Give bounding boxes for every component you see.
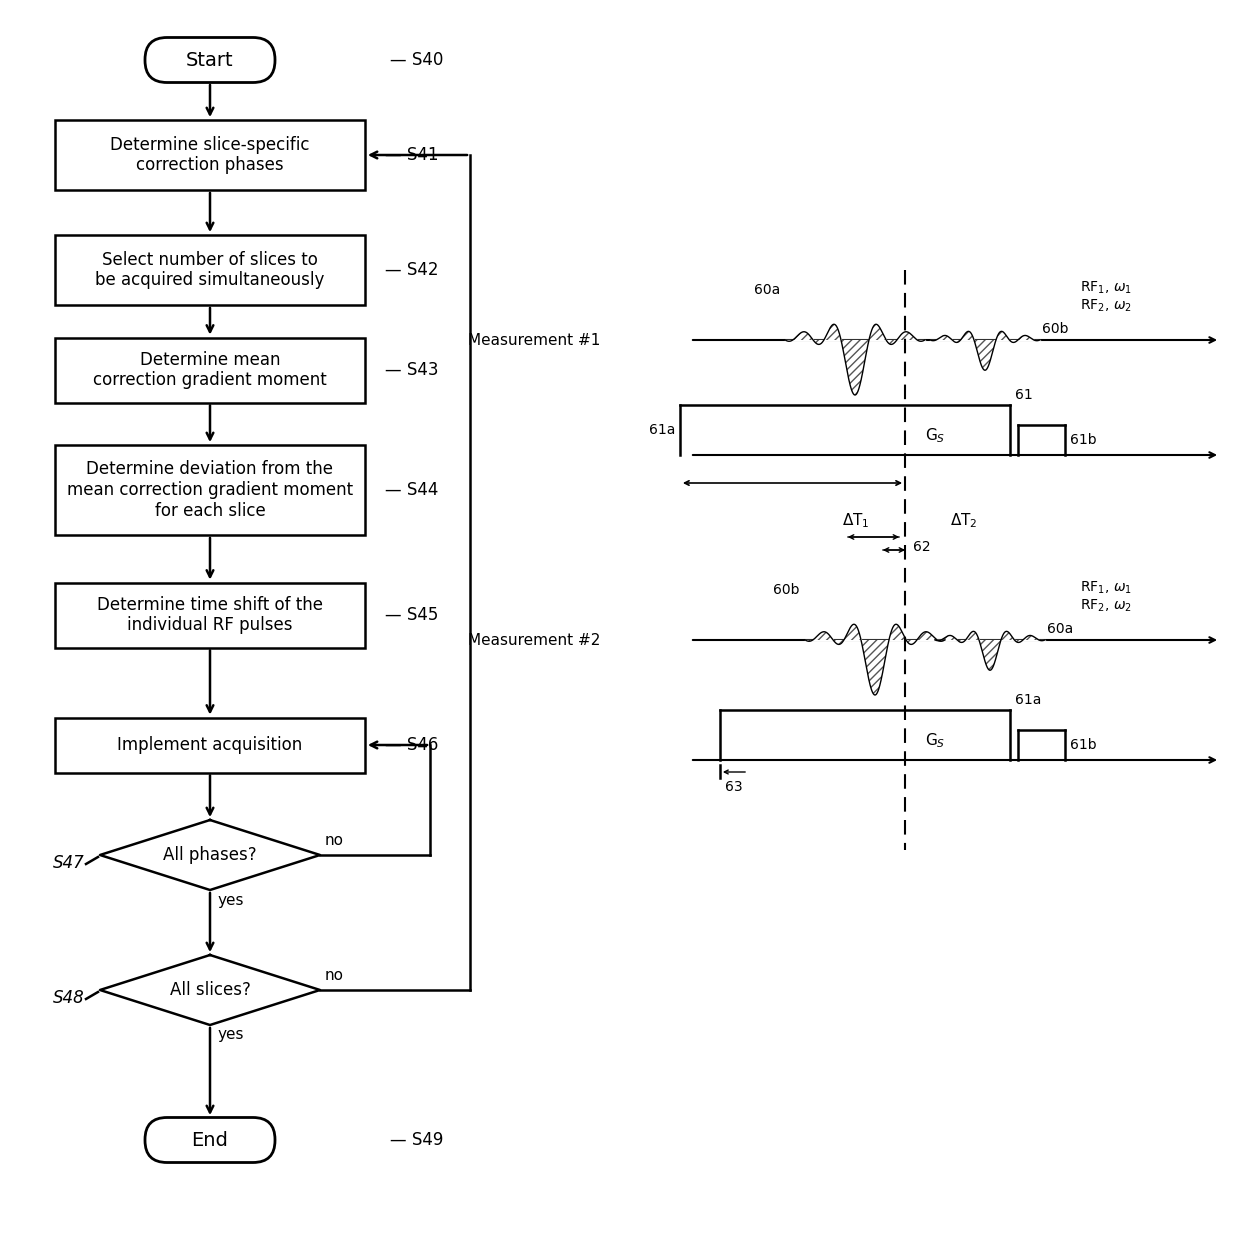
Text: yes: yes (218, 1028, 244, 1043)
Text: — S44: — S44 (384, 481, 439, 498)
Text: Determine time shift of the
individual RF pulses: Determine time shift of the individual R… (97, 595, 322, 634)
Text: 61b: 61b (1070, 738, 1096, 752)
Bar (55, 121, 365, 190)
Text: 61: 61 (1016, 388, 1033, 401)
Text: no: no (325, 967, 343, 982)
Text: yes: yes (218, 892, 244, 907)
Text: Determine deviation from the
mean correction gradient moment
for each slice: Determine deviation from the mean correc… (67, 460, 353, 520)
Text: Measurement #2: Measurement #2 (467, 633, 600, 648)
FancyBboxPatch shape (145, 1117, 275, 1162)
Text: RF$_1$, $\omega_1$: RF$_1$, $\omega_1$ (1080, 579, 1132, 597)
Text: All slices?: All slices? (170, 981, 250, 999)
Text: 62: 62 (913, 539, 931, 554)
Text: — S43: — S43 (384, 360, 439, 379)
Text: Select number of slices to
be acquired simultaneously: Select number of slices to be acquired s… (95, 251, 325, 290)
Text: S48: S48 (53, 989, 86, 1007)
Text: 60a: 60a (1047, 622, 1074, 636)
Text: 61b: 61b (1070, 433, 1096, 447)
Text: — S40: — S40 (391, 51, 444, 70)
Text: 61a: 61a (1016, 694, 1042, 707)
Text: S47: S47 (53, 854, 86, 873)
FancyBboxPatch shape (145, 37, 275, 82)
Text: $\Delta$T$_2$: $\Delta$T$_2$ (950, 511, 977, 530)
Text: $\Delta$T$_1$: $\Delta$T$_1$ (842, 511, 870, 530)
Text: — S49: — S49 (391, 1131, 444, 1149)
Text: 60b: 60b (1042, 322, 1069, 336)
Text: 63: 63 (725, 781, 743, 794)
Text: Implement acquisition: Implement acquisition (118, 736, 303, 755)
Text: RF$_2$, $\omega_2$: RF$_2$, $\omega_2$ (1080, 598, 1132, 614)
Text: 60b: 60b (774, 583, 800, 597)
Bar (55, 717, 365, 772)
Text: 60a: 60a (754, 283, 780, 297)
Text: All phases?: All phases? (164, 846, 257, 864)
Text: RF$_1$, $\omega_1$: RF$_1$, $\omega_1$ (1080, 280, 1132, 296)
Text: — S42: — S42 (384, 261, 439, 278)
Text: no: no (325, 833, 343, 848)
Text: 61a: 61a (649, 423, 675, 438)
Bar (55, 445, 365, 534)
Text: — S45: — S45 (384, 607, 439, 624)
Text: Start: Start (186, 51, 234, 70)
Text: G$_S$: G$_S$ (925, 426, 945, 445)
Bar (55, 235, 365, 305)
Text: Determine slice-specific
correction phases: Determine slice-specific correction phas… (110, 135, 310, 174)
Text: — S46: — S46 (384, 736, 439, 755)
Bar (55, 338, 365, 403)
Polygon shape (100, 820, 320, 890)
Text: — S41: — S41 (384, 145, 439, 164)
Bar (55, 583, 365, 648)
Text: Measurement #1: Measurement #1 (467, 332, 600, 348)
Text: Determine mean
correction gradient moment: Determine mean correction gradient momen… (93, 351, 327, 389)
Polygon shape (100, 955, 320, 1025)
Text: G$_S$: G$_S$ (925, 731, 945, 750)
Text: RF$_2$, $\omega_2$: RF$_2$, $\omega_2$ (1080, 298, 1132, 314)
Text: End: End (191, 1130, 228, 1150)
